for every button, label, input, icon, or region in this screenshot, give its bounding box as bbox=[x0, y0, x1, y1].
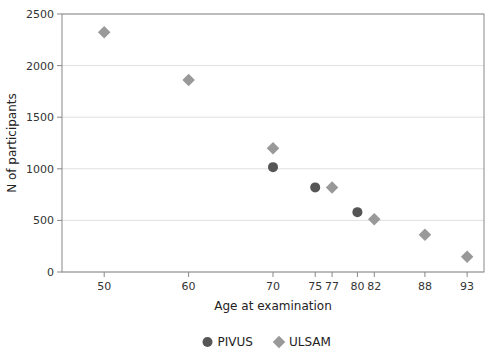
legend-marker bbox=[273, 336, 286, 349]
point bbox=[352, 207, 362, 217]
legend: PIVUS ULSAM bbox=[203, 335, 331, 349]
x-tick-label: 77 bbox=[325, 280, 339, 293]
y-tick bbox=[57, 14, 62, 15]
point bbox=[461, 250, 474, 263]
x-tick-label: 75 bbox=[308, 280, 322, 293]
x-tick-label: 88 bbox=[418, 280, 432, 293]
point bbox=[267, 142, 280, 155]
points bbox=[98, 26, 473, 263]
x-axis-label: Age at examination bbox=[214, 299, 332, 313]
plot-area bbox=[62, 14, 484, 272]
x-tick bbox=[424, 272, 425, 277]
grid-line bbox=[62, 117, 484, 118]
y-tick-label: 1500 bbox=[26, 111, 54, 124]
x-tick bbox=[315, 272, 316, 277]
y-tick-label: 500 bbox=[33, 214, 54, 227]
x-tick-label: 50 bbox=[97, 280, 111, 293]
y-tick-label: 0 bbox=[47, 266, 54, 279]
y-tick-label: 2500 bbox=[26, 8, 54, 21]
x-tick bbox=[332, 272, 333, 277]
series-0 bbox=[268, 162, 362, 217]
legend-label: ULSAM bbox=[289, 335, 331, 349]
x-tick bbox=[104, 272, 105, 277]
x-tick bbox=[273, 272, 274, 277]
grid bbox=[62, 14, 484, 272]
y-tick bbox=[57, 220, 62, 221]
series-1 bbox=[98, 26, 473, 263]
legend-label: PIVUS bbox=[218, 335, 253, 349]
x-tick-label: 93 bbox=[460, 280, 474, 293]
x-tick-label: 80 bbox=[350, 280, 364, 293]
x-tick bbox=[188, 272, 189, 277]
y-tick bbox=[57, 272, 62, 273]
point bbox=[326, 181, 339, 194]
y-axis-label: N of participants bbox=[5, 93, 19, 193]
axes: 0 500 1000 1500 2000 2500 50 60 70 7577 8082 88 93 bbox=[26, 8, 474, 293]
grid-line bbox=[62, 65, 484, 66]
point bbox=[268, 162, 278, 172]
x-tick-label: 70 bbox=[266, 280, 280, 293]
x-tick bbox=[374, 272, 375, 277]
x-tick-label: 82 bbox=[367, 280, 381, 293]
y-tick-label: 2000 bbox=[26, 60, 54, 73]
point bbox=[98, 26, 111, 38]
grid-line bbox=[62, 220, 484, 221]
x-tick-label: 60 bbox=[182, 280, 196, 293]
y-tick bbox=[57, 168, 62, 169]
point bbox=[419, 229, 432, 242]
chart: 0 500 1000 1500 2000 2500 50 60 70 7577 8082 88 93 Ag… bbox=[0, 0, 500, 364]
point bbox=[368, 213, 381, 226]
y-tick bbox=[57, 65, 62, 66]
point bbox=[310, 182, 320, 192]
point bbox=[182, 74, 195, 87]
x-tick bbox=[357, 272, 358, 277]
plot-frame bbox=[62, 14, 484, 272]
legend-marker bbox=[203, 337, 213, 347]
y-tick-label: 1000 bbox=[26, 163, 54, 176]
x-tick bbox=[467, 272, 468, 277]
y-tick bbox=[57, 117, 62, 118]
